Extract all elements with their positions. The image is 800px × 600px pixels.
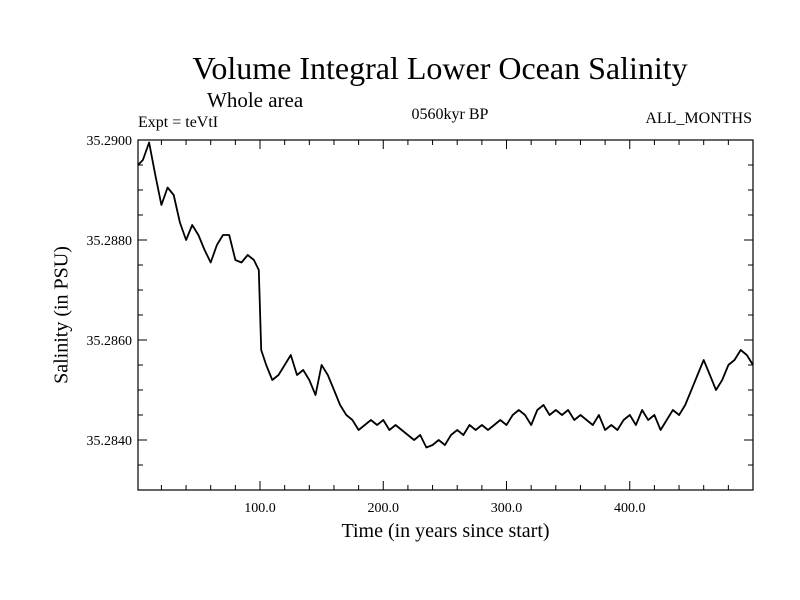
y-tick-label: 35.2860: [87, 334, 133, 349]
chart-subtitle: Whole area: [207, 88, 304, 112]
axis-tick-labels: 100.0 200.0 300.0 400.0 35.2840 35.2860 35.288…: [87, 134, 646, 516]
experiment-label: Expt = teVtI: [138, 114, 219, 131]
y-tick-label: 35.2840: [87, 434, 133, 449]
salinity-series-line: [137, 141, 754, 449]
x-tick-label: 300.0: [491, 501, 523, 516]
x-tick-label: 400.0: [614, 501, 646, 516]
months-label: ALL_MONTHS: [645, 110, 752, 127]
x-axis-label: Time (in years since start): [341, 520, 550, 542]
plot-frame: [137, 139, 754, 491]
chart-title: Volume Integral Lower Ocean Salinity: [192, 50, 688, 86]
x-tick-label: 100.0: [244, 501, 276, 516]
y-tick-label: 35.2880: [87, 234, 133, 249]
period-label: 0560kyr BP: [411, 106, 489, 123]
x-tick-label: 200.0: [368, 501, 400, 516]
axis-ticks: [138, 140, 753, 490]
y-tick-label: 35.2900: [87, 134, 133, 149]
